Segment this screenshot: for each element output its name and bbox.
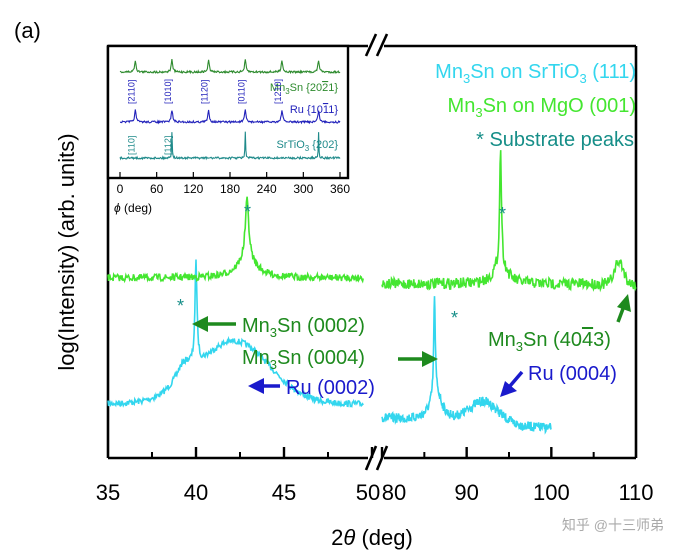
- inset: 0 60 120 180 240 300 360 ϕ (deg) Mn3Sn {2021} …: [106, 44, 351, 215]
- inset-x-tick-label: 240: [257, 182, 277, 196]
- arrowhead-ru-0004: [500, 381, 517, 397]
- inset-x-tick-label: 300: [293, 182, 313, 196]
- asterisk-mgo-2: *: [499, 204, 506, 224]
- substrate-asterisks: * * * *: [177, 202, 506, 328]
- inset-x-ticks: [119, 172, 341, 178]
- direction-label-bottom: [110]: [126, 136, 136, 155]
- inset-x-tick-label: 180: [220, 182, 240, 196]
- arrowhead-mn3sn-40-43: [617, 294, 631, 312]
- asterisk-mgo-1: *: [244, 202, 251, 222]
- arrow-ru-0004: [508, 370, 524, 388]
- arrowhead-mn3sn-0004: [422, 351, 438, 367]
- annotation-mn3sn-0002: Mn3Sn (0002): [242, 315, 365, 340]
- direction-label-top: [0110]: [236, 80, 246, 104]
- x-tick-label: 35: [96, 480, 120, 505]
- inset-label-sto: SrTiO3 {202}: [276, 139, 338, 153]
- legend-substrate: * Substrate peaks: [476, 129, 634, 151]
- asterisk-sto-2: *: [451, 308, 458, 328]
- direction-label-top: [2110]: [126, 80, 136, 104]
- inset-x-tick-label: 360: [330, 182, 350, 196]
- legend-sto: Mn3Sn on SrTiO3 (111): [435, 61, 636, 86]
- x-tick-label: 110: [618, 480, 653, 505]
- annotation-mn3sn-0004: Mn3Sn (0004): [242, 347, 365, 372]
- inset-label-ru: Ru {1011}: [290, 104, 338, 116]
- annotation-mn3sn-40-43: Mn3Sn (4043): [488, 329, 611, 354]
- arrowhead-mn3sn-0002: [192, 316, 208, 332]
- annotation-arrows: [192, 294, 631, 397]
- series-mgo-line: [107, 150, 637, 293]
- x-tick-label: 80: [382, 480, 406, 505]
- series-group: [107, 150, 637, 435]
- panel-label: (a): [14, 18, 41, 43]
- peak-annotations: Mn3Sn (0002) Mn3Sn (0004) Mn3Sn (4043) R…: [242, 315, 617, 399]
- inset-x-axis-label: ϕ (deg): [114, 201, 152, 215]
- arrowhead-ru-0002: [248, 378, 264, 394]
- axis-break-marks: [364, 32, 389, 471]
- direction-label-top: [1120]: [200, 80, 210, 104]
- x-tick-label: 100: [533, 480, 570, 505]
- inset-series-line: [119, 59, 341, 75]
- inset-x-tick-label: 0: [117, 182, 124, 196]
- direction-label-bottom: [112]: [163, 136, 173, 155]
- direction-label-top: [1210]: [273, 79, 283, 104]
- series-sto-line: [107, 259, 552, 435]
- direction-label-top: [1010]: [163, 79, 173, 104]
- inset-x-tick-label: 60: [150, 182, 164, 196]
- inset-series-line: [119, 109, 341, 125]
- break-top-1: [364, 33, 378, 57]
- annotation-ru-0002: Ru (0002): [286, 377, 375, 399]
- inset-series-group: [119, 59, 341, 161]
- x-tick-labels: 35 40 45 50 80 90 100 110: [96, 480, 654, 505]
- inset-x-tick-labels: 0 60 120 180 240 300 360: [117, 182, 351, 196]
- legend-mgo: Mn3Sn on MgO (001): [448, 95, 636, 120]
- x-axis-label: 2θ (deg): [331, 525, 413, 550]
- x-tick-label: 45: [272, 480, 296, 505]
- legend: Mn3Sn on SrTiO3 (111) Mn3Sn on MgO (001)…: [435, 61, 636, 151]
- inset-label-mn3sn: Mn3Sn {2021}: [270, 82, 338, 96]
- inset-series-line: [119, 131, 341, 161]
- annotation-ru-0004: Ru (0004): [528, 363, 617, 385]
- x-tick-label: 90: [454, 480, 478, 505]
- x-ticks: [151, 447, 595, 458]
- inset-direction-labels: [2110] [1010] [1120] [0110] [1210] [110] [112]: [126, 79, 283, 155]
- break-top-2: [375, 33, 389, 57]
- y-axis-label: log(Intensity) (arb. units): [54, 133, 79, 370]
- asterisk-sto-1: *: [177, 296, 184, 316]
- x-tick-label: 50: [356, 480, 380, 505]
- inset-x-tick-label: 120: [183, 182, 203, 196]
- watermark: 知乎 @十三师弟: [562, 517, 664, 533]
- x-tick-label: 40: [184, 480, 208, 505]
